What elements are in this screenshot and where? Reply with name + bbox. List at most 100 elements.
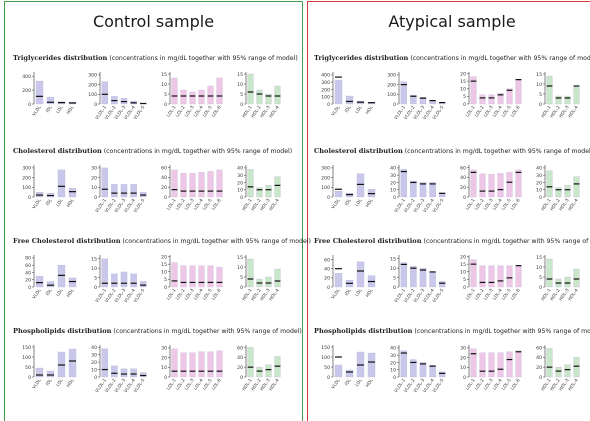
y-tick-label: 10 [390,266,396,272]
y-tick-label: 0 [393,375,396,381]
range-bar [506,351,513,378]
y-tick-label: 0 [28,285,31,291]
range-bar [180,173,187,198]
x-tick-label: HDL [65,104,75,115]
x-tick-label: HDL-4 [268,288,281,303]
x-tick-label: HDL-4 [567,198,580,213]
y-tick-label: 200 [88,82,97,88]
range-bar [334,79,343,105]
range-bar [189,91,196,105]
range-bar [130,368,137,378]
y-tick-label: 5 [240,275,243,281]
range-bar [515,265,522,288]
y-tick-label: 20 [460,254,466,260]
y-tick-label: 0 [539,285,542,291]
y-tick-label: 0 [327,102,330,108]
range-bar [438,281,446,288]
range-bar [216,350,223,378]
range-bar [265,364,272,378]
range-bar [515,79,522,105]
section-title: Cholesterol distribution (concentrations… [314,147,590,155]
y-tick-label: 0 [164,375,167,381]
y-tick-label: 10 [460,87,466,93]
y-tick-label: 40 [91,345,97,351]
y-tick-label: 300 [321,80,330,86]
y-tick-label: 15 [161,262,167,268]
control-panel: Control sample [4,1,303,421]
range-bar [207,351,214,378]
range-bar [274,176,281,198]
y-tick-label: 10 [237,82,243,88]
range-bar [470,169,477,198]
y-tick-label: 0 [327,285,330,291]
x-tick-label: LDL [354,287,364,298]
range-bar [207,85,214,105]
range-bar [546,258,553,288]
range-bar [120,184,128,198]
y-tick-label: 40 [390,166,396,172]
y-tick-label: 20 [237,180,243,186]
range-bar [265,93,272,105]
range-bar [515,169,522,198]
range-bar [68,277,77,288]
range-bar [101,167,109,198]
range-bar [564,276,571,288]
x-tick-label: HDL-4 [567,288,580,303]
y-tick-label: 0 [94,102,97,108]
y-tick-label: 0 [240,102,243,108]
y-tick-label: 0 [463,195,466,201]
range-bar [139,372,147,378]
range-bar [247,169,254,198]
panel-title: Control sample [92,12,215,31]
y-tick-label: 50 [25,365,31,371]
range-bar [198,172,205,198]
range-bar [429,365,436,378]
y-tick-label: 200 [321,87,330,93]
y-tick-label: 0 [28,375,31,381]
y-tick-label: 5 [539,275,542,281]
x-tick-label: HDL [364,377,374,388]
x-tick-label: LDL-6 [211,105,223,119]
y-tick-label: 30 [91,352,97,358]
range-bar [506,172,513,198]
range-bar [564,95,571,105]
x-tick-label: HDL [65,377,75,388]
x-tick-label: LDL-6 [211,198,223,212]
y-tick-label: 20 [91,360,97,366]
range-bar [410,180,417,198]
section-title: Phospholipids distribution (concentratio… [314,327,590,335]
y-tick-label: 0 [393,195,396,201]
range-bar [120,271,128,288]
y-tick-label: 10 [237,265,243,271]
y-tick-label: 20 [324,276,330,282]
range-bar [101,348,109,378]
x-tick-label: HDL-4 [268,198,281,213]
x-tick-label: LDL [55,104,65,115]
y-tick-label: 20 [25,278,31,284]
y-tick-label: 40 [25,270,31,276]
range-bar [479,265,486,288]
y-tick-label: 20 [237,365,243,371]
y-tick-label: 200 [321,175,330,181]
range-bar [68,348,77,378]
y-tick-label: 30 [237,173,243,179]
range-bar [573,357,580,378]
range-bar [130,273,137,288]
y-tick-label: 300 [387,73,396,79]
range-bar [247,258,254,288]
range-bar [400,350,408,378]
x-tick-label: VLDL [330,287,342,300]
range-bar [68,188,77,198]
range-bar [564,185,571,198]
section-title: Free Cholesterol distribution (concentra… [13,237,311,245]
y-tick-label: 60 [25,263,31,269]
x-tick-label: LDL-6 [510,378,522,392]
range-bar [470,348,477,378]
y-tick-label: 0 [539,102,542,108]
y-tick-label: 15 [237,72,243,78]
y-tick-label: 100 [321,355,330,361]
range-bar [247,347,254,378]
y-tick-label: 20 [460,355,466,361]
y-tick-label: 200 [22,175,31,181]
y-tick-label: 40 [460,175,466,181]
